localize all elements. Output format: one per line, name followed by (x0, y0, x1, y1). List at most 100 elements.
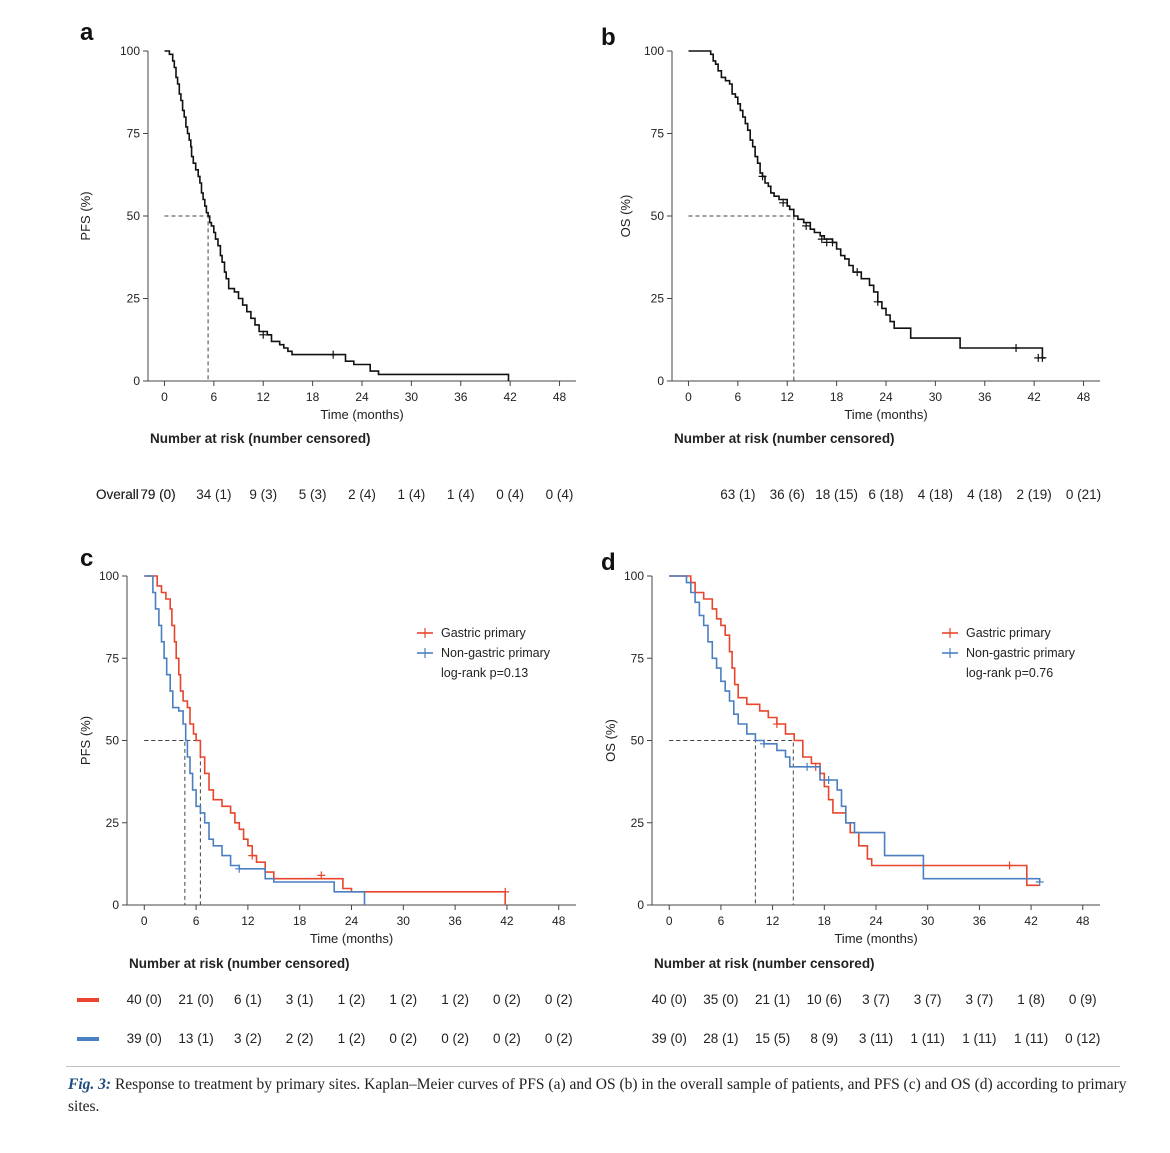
y-axis-label-c: PFS (%) (78, 716, 93, 765)
censor-mark-b (779, 198, 788, 207)
y-tick-label-a: 0 (133, 374, 140, 388)
y-tick-label-a: 75 (127, 127, 141, 141)
censor-mark-b (817, 235, 826, 244)
risk-cell-a: 0 (4) (496, 487, 524, 502)
y-tick-label-c: 0 (112, 898, 119, 912)
y-tick-label-a: 25 (127, 292, 141, 306)
figure-caption: Fig. 3: Response to treatment by primary… (68, 1074, 1128, 1118)
x-tick-label-c: 30 (397, 914, 411, 928)
median-line-c (144, 740, 201, 905)
risk-cell-b: 6 (18) (868, 487, 903, 502)
risk-cell-c: 0 (2) (493, 992, 521, 1007)
risk-cell-d: 3 (11) (859, 1031, 893, 1046)
risk-cell-c: 0 (2) (441, 1031, 469, 1046)
censor-mark-b (758, 172, 767, 181)
caption-divider (66, 1066, 1120, 1067)
panel-letter-a: a (80, 19, 94, 46)
x-tick-label-b: 42 (1027, 390, 1041, 404)
risk-cell-d: 1 (8) (1017, 992, 1045, 1007)
y-tick-label-a: 100 (120, 44, 140, 58)
x-tick-label-b: 12 (781, 390, 795, 404)
x-tick-label-c: 0 (141, 914, 148, 928)
legend-label-c: Non-gastric primary (441, 646, 551, 660)
y-tick-label-b: 25 (651, 292, 665, 306)
km-curve-c-2 (144, 575, 366, 905)
risk-cell-c: 6 (1) (234, 992, 262, 1007)
x-tick-label-d: 42 (1024, 914, 1038, 928)
risk-cell-c: 21 (0) (178, 992, 213, 1007)
legend-pvalue-d: log-rank p=0.76 (966, 666, 1053, 680)
x-tick-label-a: 6 (211, 390, 218, 404)
risk-cell-d: 3 (7) (966, 992, 994, 1007)
censor-mark-d (803, 762, 812, 771)
censor-mark-b (853, 268, 862, 277)
panel-letter-b: b (601, 24, 616, 51)
y-tick-label-b: 100 (644, 44, 664, 58)
risk-table-title-c: Number at risk (number censored) (129, 956, 350, 971)
median-line-b (688, 215, 795, 381)
risk-cell-b: 36 (6) (770, 487, 805, 502)
risk-cell-c: 2 (2) (286, 1031, 314, 1046)
x-tick-label-a: 24 (355, 390, 369, 404)
risk-cell-a: 1 (4) (447, 487, 475, 502)
risk-cell-d: 10 (6) (807, 992, 842, 1007)
x-tick-label-c: 42 (500, 914, 514, 928)
risk-row-label-a: Overall (96, 487, 139, 502)
risk-cell-d: 21 (1) (755, 992, 790, 1007)
risk-cell-b: 0 (21) (1066, 487, 1101, 502)
risk-cell-a: 79 (0) (140, 487, 175, 502)
x-tick-label-a: 12 (257, 390, 271, 404)
censor-mark-b (873, 297, 882, 306)
risk-cell-c: 0 (2) (545, 1031, 573, 1046)
y-tick-label-d: 50 (631, 734, 645, 748)
censor-mark-d (1035, 877, 1044, 886)
y-tick-label-b: 0 (657, 374, 664, 388)
panel-d: d 0 25 50 75 100 0 6 12 18 24 30 36 42 48 Time (months)… (77, 549, 1100, 1046)
x-tick-label-b: 48 (1077, 390, 1091, 404)
legend-label-c: Gastric primary (441, 626, 526, 640)
legend-label-d: Non-gastric primary (966, 646, 1076, 660)
risk-cell-c: 3 (2) (234, 1031, 262, 1046)
legend-pvalue-c: log-rank p=0.13 (441, 666, 528, 680)
risk-cell-d: 39 (0) (652, 1031, 687, 1046)
risk-row-swatch-d (77, 1037, 99, 1041)
censor-mark-c (235, 864, 244, 873)
y-tick-label-b: 75 (651, 127, 665, 141)
risk-cell-d: 3 (7) (862, 992, 890, 1007)
y-axis-label-a: PFS (%) (78, 191, 93, 240)
censor-mark-d (824, 775, 833, 784)
censor-mark-b (1012, 344, 1021, 352)
risk-cell-c: 1 (2) (441, 992, 469, 1007)
risk-cell-c: 0 (2) (493, 1031, 521, 1046)
x-tick-label-d: 18 (818, 914, 832, 928)
risk-cell-c: 1 (2) (338, 1031, 366, 1046)
y-tick-label-d: 75 (631, 651, 645, 665)
km-curve-a-1 (164, 50, 510, 381)
km-curve-b-1 (688, 50, 1045, 359)
risk-cell-d: 35 (0) (703, 992, 738, 1007)
risk-cell-b: 4 (18) (918, 487, 953, 502)
x-tick-label-a: 0 (161, 390, 168, 404)
x-axis-label-a: Time (months) (320, 407, 403, 422)
risk-cell-b: 4 (18) (967, 487, 1002, 502)
censor-mark-d (760, 739, 768, 748)
risk-cell-c: 1 (2) (389, 992, 417, 1007)
figure-canvas: a 0 25 50 75 100 0 6 12 18 24 30 36 42 48 Time (months)… (77, 19, 1101, 1046)
risk-cell-d: 15 (5) (755, 1031, 790, 1046)
km-curve-c-1 (144, 575, 507, 905)
x-tick-label-d: 30 (921, 914, 935, 928)
y-axis-label-d: OS (%) (603, 719, 618, 762)
x-tick-label-c: 24 (345, 914, 359, 928)
x-tick-label-c: 12 (241, 914, 255, 928)
risk-cell-c: 0 (2) (389, 1031, 417, 1046)
x-axis-label-c: Time (months) (310, 931, 393, 946)
x-tick-label-d: 48 (1076, 914, 1090, 928)
y-tick-label-c: 25 (106, 816, 120, 830)
y-tick-label-a: 50 (127, 209, 141, 223)
y-tick-label-b: 50 (651, 209, 665, 223)
risk-cell-c: 0 (2) (545, 992, 573, 1007)
panel-letter-c: c (80, 545, 93, 572)
risk-cell-d: 28 (1) (703, 1031, 738, 1046)
y-tick-label-c: 100 (99, 569, 119, 583)
risk-table-title-a: Number at risk (number censored) (150, 431, 371, 446)
